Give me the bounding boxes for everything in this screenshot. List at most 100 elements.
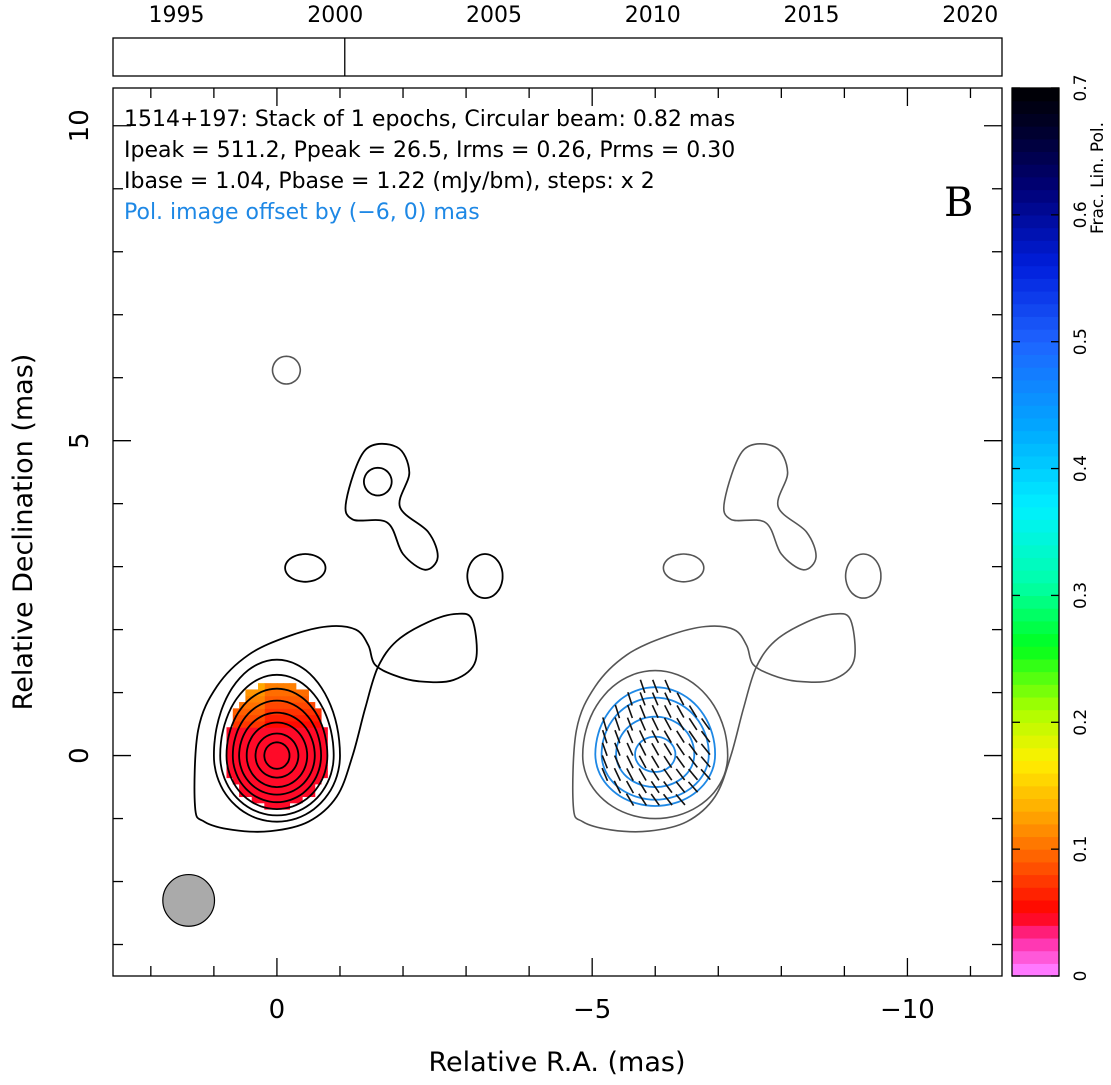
pol-pixel [251, 708, 259, 716]
evpa-vector [613, 755, 621, 769]
evpa-vector [662, 793, 673, 806]
epoch-tick-labels: 1995 2000 2005 2010 2015 2020 [149, 3, 999, 28]
pol-pixel [276, 708, 284, 716]
pol-pixel [283, 796, 291, 804]
pol-pixel [270, 708, 278, 716]
evpa-vector [601, 767, 609, 782]
pol-pixel [232, 758, 240, 766]
colorbar-band [1012, 252, 1059, 267]
colorbar-band [1012, 570, 1059, 584]
colorbar-bands [1012, 88, 1059, 977]
pol-pixel [289, 695, 297, 703]
pol-pixel [251, 746, 259, 753]
evpa-vector [601, 729, 608, 744]
pol-pixel [276, 720, 284, 728]
pol-pixel [264, 695, 272, 703]
stokes-i-contour [271, 355, 302, 385]
pol-pixel [264, 746, 272, 753]
map-panel: 0 −5 −10 0 5 10 [65, 87, 1003, 1025]
evpa-vector [676, 730, 685, 743]
pol-pixel [283, 727, 291, 735]
restoring-beam [162, 873, 216, 927]
pol-pixel [283, 714, 291, 722]
pol-pixel [258, 695, 265, 703]
colorbar-band [1012, 785, 1059, 799]
colorbar-band [1012, 316, 1059, 330]
x-tick-label: −10 [880, 995, 935, 1025]
colorbar-band [1012, 367, 1059, 381]
pol-pixel [251, 758, 259, 766]
pol-pixel [314, 777, 322, 785]
pol-pixel [239, 758, 246, 766]
pol-pixel [226, 765, 234, 772]
evpa-vector [651, 704, 659, 719]
pol-pixel [283, 758, 291, 766]
pol-pixel [295, 796, 303, 804]
stokes-i-contour [219, 673, 335, 817]
pol-pixel [283, 708, 291, 716]
pol-pixel [283, 752, 291, 760]
colorbar-band [1012, 937, 1059, 952]
pol-pixel [232, 714, 240, 722]
colorbar-band [1012, 532, 1059, 546]
polarization-contour [615, 715, 696, 789]
colorbar-band [1012, 798, 1059, 812]
colorbar-band [1012, 658, 1059, 673]
pol-pixel [270, 771, 278, 779]
pol-pixel [232, 727, 240, 735]
pol-pixel [295, 714, 303, 722]
evpa-vector [626, 704, 634, 719]
pol-pixel [289, 720, 297, 728]
epoch-tick-label: 2005 [466, 3, 522, 28]
evpa-vector [676, 717, 685, 731]
pol-pixel [258, 727, 265, 735]
colorbar-tick-label: 0.3 [1071, 582, 1091, 609]
pol-pixel [308, 771, 316, 779]
annotation-line-4: Pol. image offset by (−6, 0) mas [124, 200, 480, 225]
pol-pixel [270, 720, 278, 728]
stokes-i-contour [231, 699, 323, 804]
pol-pixel [295, 765, 303, 772]
pol-pixel [245, 790, 253, 798]
stokes-i-contour [362, 466, 393, 497]
pol-pixel [289, 783, 297, 791]
pol-pixel [239, 720, 246, 728]
colorbar-band [1012, 138, 1059, 153]
pol-pixel [283, 683, 291, 690]
evpa-vector [638, 742, 647, 756]
colorbar-band [1012, 290, 1059, 305]
colorbar-band [1012, 595, 1059, 609]
pol-pixel [289, 777, 297, 785]
colorbar-band [1012, 722, 1059, 736]
pol-pixel [264, 689, 272, 697]
colorbar-title: Frac. Lin. Pol. [1088, 122, 1108, 234]
colorbar-band [1012, 760, 1059, 774]
pol-pixel [302, 708, 309, 716]
pol-pixel [251, 695, 259, 703]
pol-pixel [302, 689, 309, 697]
pol-pixel [232, 720, 240, 728]
colorbar-band [1012, 557, 1059, 571]
pol-pixel [283, 695, 291, 703]
pol-pixel [289, 733, 297, 741]
evpa-vector [638, 768, 647, 781]
evpa-vector [650, 793, 660, 806]
y-tick-label: 5 [65, 432, 95, 449]
pol-pixel [302, 695, 309, 703]
pol-pixel [314, 739, 322, 747]
evpa-vector [626, 742, 634, 756]
evpa-vector [626, 755, 634, 769]
evpa-vector [675, 793, 686, 806]
pol-pixel [232, 746, 240, 753]
pol-pixel [321, 765, 328, 772]
pol-pixel [289, 790, 297, 798]
pol-pixel [239, 708, 246, 716]
pol-pixel [283, 802, 291, 810]
colorbar-band [1012, 379, 1059, 394]
colorbar-band [1012, 899, 1059, 914]
pol-pixel [289, 714, 297, 722]
epoch-axis: 1995 2000 2005 2010 2015 2020 [112, 3, 1003, 77]
pol-pixel [276, 695, 284, 703]
pol-pixel [251, 714, 259, 722]
pol-pixel [283, 783, 291, 791]
